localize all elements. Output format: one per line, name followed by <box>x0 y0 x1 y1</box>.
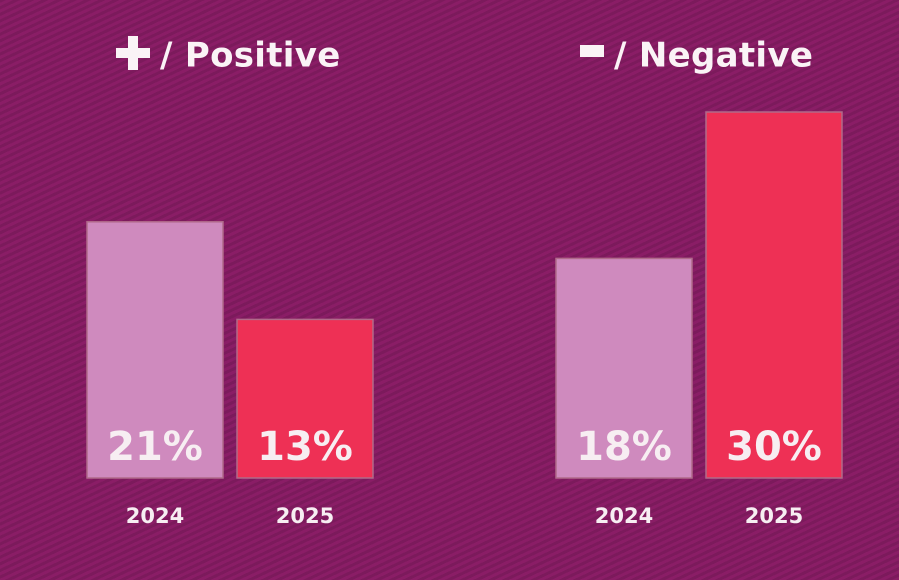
positive-heading: / Positive <box>116 34 341 76</box>
negative-value-label-2024: 18% <box>576 424 672 470</box>
negative-tick-label-2024: 2024 <box>595 504 653 528</box>
negative-value-label-2025: 30% <box>726 424 822 470</box>
positive-bar-2025 <box>236 318 374 479</box>
negative-heading: / Negative <box>580 34 813 76</box>
plus-icon <box>116 35 150 70</box>
positive-value-label-2024: 21% <box>107 424 203 470</box>
positive-title: / Positive <box>160 35 341 76</box>
positive-tick-label-2024: 2024 <box>126 504 184 528</box>
negative-bar-2025 <box>705 111 843 479</box>
negative-title: / Negative <box>614 35 814 76</box>
positive-tick-label-2025: 2025 <box>276 504 334 528</box>
negative-bar-2024 <box>555 257 693 479</box>
positive-bar-2024 <box>86 221 224 479</box>
minus-icon <box>580 36 604 70</box>
positive-value-label-2025: 13% <box>257 424 353 470</box>
negative-tick-label-2025: 2025 <box>745 504 803 528</box>
